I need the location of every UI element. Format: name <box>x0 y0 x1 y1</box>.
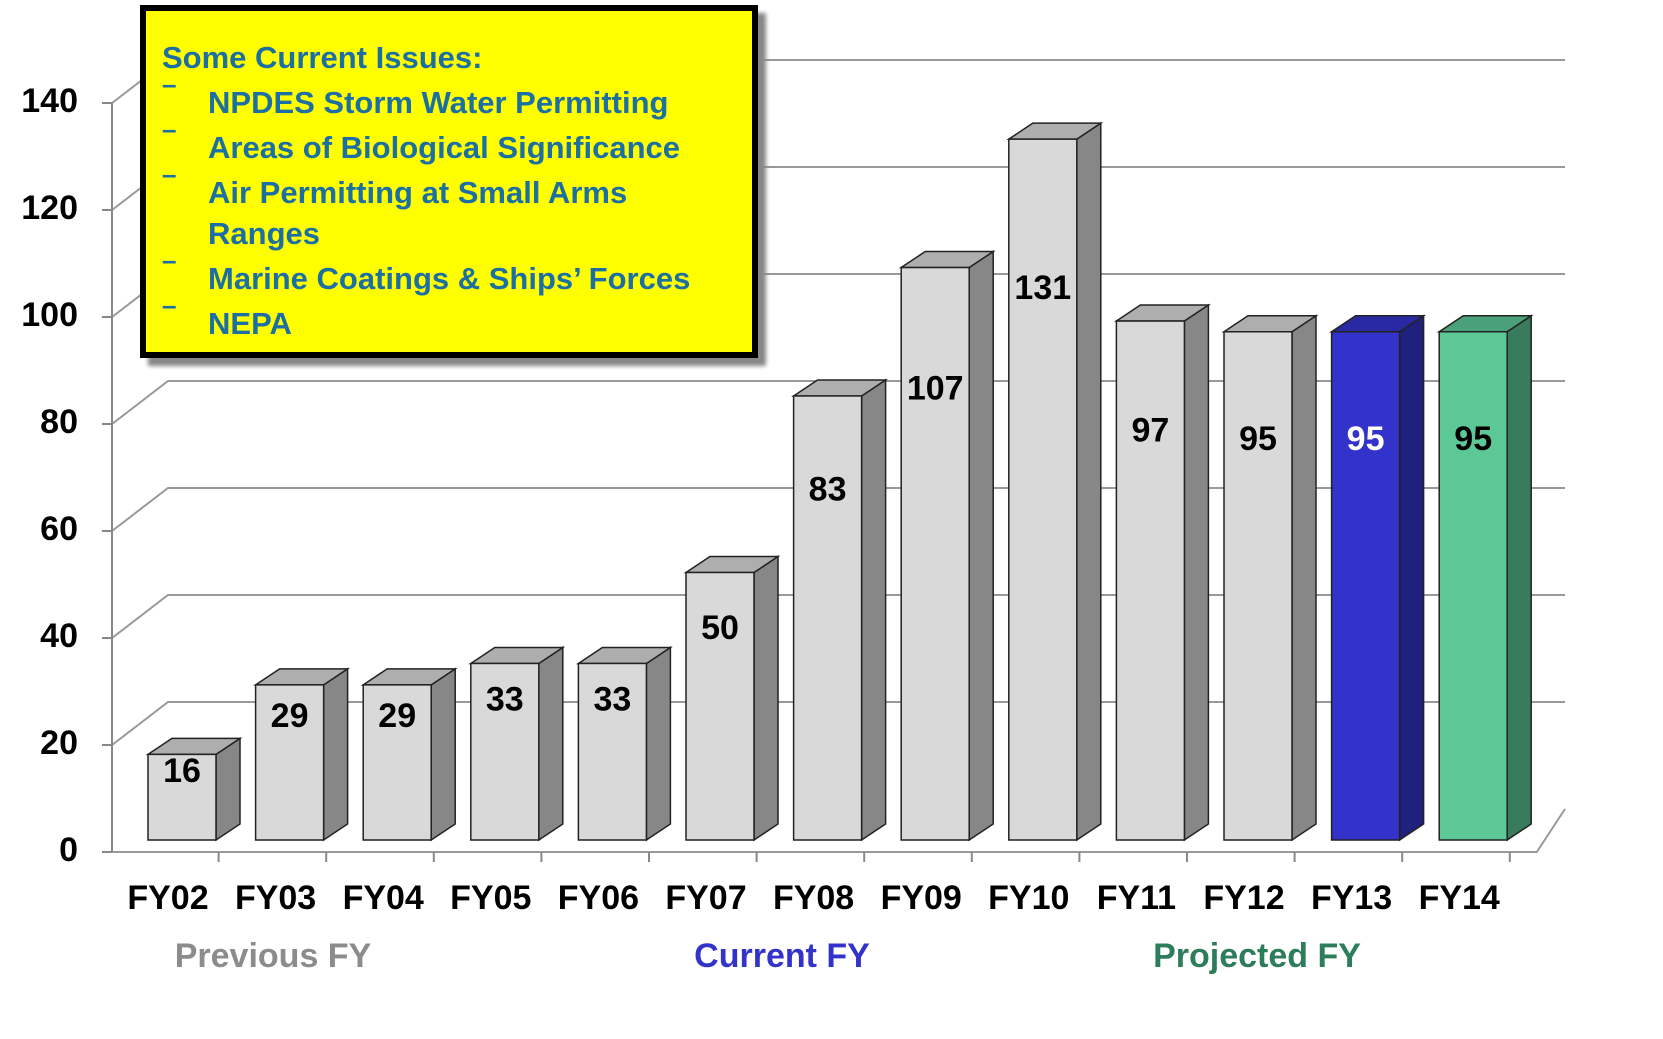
value-label: 33 <box>486 680 524 718</box>
bar <box>253 667 351 842</box>
group-label: Projected FY <box>1153 937 1361 975</box>
bar-front <box>1438 331 1508 841</box>
bar-side <box>1506 314 1532 842</box>
value-label: 107 <box>907 370 964 408</box>
annotation-item: Marine Coatings & Ships’ Forces <box>162 240 728 299</box>
bar <box>1221 314 1319 842</box>
value-label: 33 <box>593 680 631 718</box>
x-tick-label: FY02 <box>127 879 208 917</box>
bar-front <box>1223 331 1293 841</box>
bar <box>683 555 781 842</box>
annotation-item: NEPA <box>162 285 728 344</box>
bar <box>360 667 458 842</box>
bar-side <box>322 667 349 842</box>
bar-front <box>577 662 648 841</box>
bar-side <box>215 736 241 842</box>
value-label: 50 <box>701 609 739 647</box>
annotation-list: NPDES Storm Water PermittingAreas of Bio… <box>162 64 752 344</box>
bar <box>468 646 566 842</box>
bar <box>1006 121 1104 842</box>
bar-front <box>792 395 863 841</box>
x-tick-label: FY06 <box>558 879 639 917</box>
value-label: 95 <box>1347 420 1385 458</box>
bar <box>145 736 243 842</box>
bar-side <box>1076 121 1102 842</box>
x-tick-label: FY04 <box>343 879 424 917</box>
x-tick-label: FY10 <box>988 879 1069 917</box>
value-label: 131 <box>1014 269 1071 307</box>
annotation-box: Some Current Issues: NPDES Storm Water P… <box>140 5 758 358</box>
bar-front <box>685 571 755 841</box>
value-label: 95 <box>1454 420 1492 458</box>
value-label: 83 <box>809 470 847 508</box>
bar-front <box>900 266 970 841</box>
bar <box>791 378 889 842</box>
bar-side <box>1183 303 1210 842</box>
x-tick-label: FY08 <box>773 879 854 917</box>
bar <box>575 646 673 842</box>
bar-side <box>753 555 779 842</box>
value-label: 16 <box>163 752 201 790</box>
x-tick-label: FY11 <box>1097 879 1176 917</box>
bar-front <box>1008 138 1078 841</box>
x-tick-label: FY14 <box>1419 879 1500 917</box>
annotation-item: Areas of Biological Significance <box>162 109 728 168</box>
group-label: Current FY <box>694 937 870 975</box>
bar <box>1113 303 1211 842</box>
bar-front <box>470 662 540 841</box>
bar-side <box>968 250 994 842</box>
bar-side <box>645 646 672 842</box>
bar-front <box>147 753 217 841</box>
x-tick-label: FY13 <box>1311 879 1392 917</box>
y-tick-label: 100 <box>21 296 78 334</box>
bar-front <box>1330 331 1401 841</box>
y-tick-label: 140 <box>21 82 78 120</box>
x-tick-label: FY03 <box>235 879 316 917</box>
x-tick-label: FY09 <box>881 879 962 917</box>
bar-side <box>1398 314 1425 842</box>
bar-side <box>430 667 456 842</box>
annotation-item: Air Permitting at Small Arms Ranges <box>162 154 728 254</box>
y-tick-label: 0 <box>59 831 78 869</box>
bar-front <box>1115 320 1186 841</box>
value-label: 95 <box>1239 420 1277 458</box>
annotation-title: Some Current Issues: <box>162 40 483 75</box>
group-label: Previous FY <box>175 937 372 975</box>
bar-side <box>1291 314 1317 842</box>
bar-front <box>254 684 325 841</box>
x-axis <box>112 808 1566 853</box>
x-tick-label: FY07 <box>665 879 746 917</box>
annotation-item: NPDES Storm Water Permitting <box>162 64 728 123</box>
y-tick-label: 40 <box>40 617 78 655</box>
bar <box>898 250 996 842</box>
bar-front <box>362 684 432 841</box>
bar <box>1329 314 1427 842</box>
x-tick-label: FY05 <box>450 879 531 917</box>
bar-side <box>860 378 887 842</box>
bar-side <box>538 646 564 842</box>
y-tick-label: 20 <box>40 724 78 762</box>
y-tick-label: 120 <box>21 189 78 227</box>
bar <box>1436 314 1534 842</box>
value-label: 97 <box>1131 412 1169 450</box>
y-tick-label: 60 <box>40 510 78 548</box>
value-label: 29 <box>271 697 309 735</box>
x-tick-label: FY12 <box>1203 879 1284 917</box>
y-tick-label: 80 <box>40 403 78 441</box>
value-label: 29 <box>378 697 416 735</box>
